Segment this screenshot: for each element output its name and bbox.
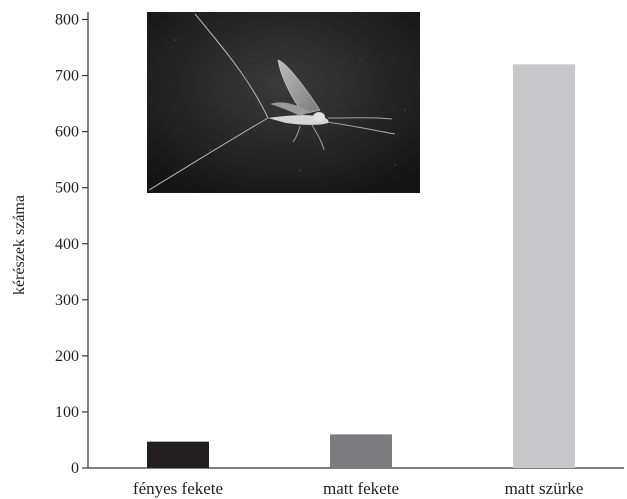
- y-tick-label: 400: [55, 236, 79, 253]
- x-category-label: fényes fekete: [133, 479, 223, 498]
- y-tick-label: 500: [55, 180, 79, 197]
- mayfly-photo: [147, 12, 420, 193]
- y-tick-label: 700: [55, 68, 79, 85]
- y-tick-label: 0: [71, 460, 79, 477]
- bar-1: [147, 441, 209, 468]
- bar-3: [513, 64, 575, 468]
- y-axis-ticks: 0 100 200 300 400 500 600 700 800: [55, 12, 88, 477]
- y-tick-label: 200: [55, 348, 79, 365]
- y-tick-label: 600: [55, 124, 79, 141]
- y-tick-label: 300: [55, 292, 79, 309]
- bar-2: [330, 434, 392, 468]
- x-axis-labels: fényes fekete matt fekete matt szürke: [133, 479, 583, 498]
- x-category-label: matt szürke: [505, 479, 584, 498]
- y-tick-label: 100: [55, 404, 79, 421]
- y-tick-label: 800: [55, 12, 79, 29]
- y-axis-title: kérészek száma: [11, 195, 28, 295]
- bars: [147, 64, 575, 468]
- x-category-label: matt fekete: [323, 479, 399, 498]
